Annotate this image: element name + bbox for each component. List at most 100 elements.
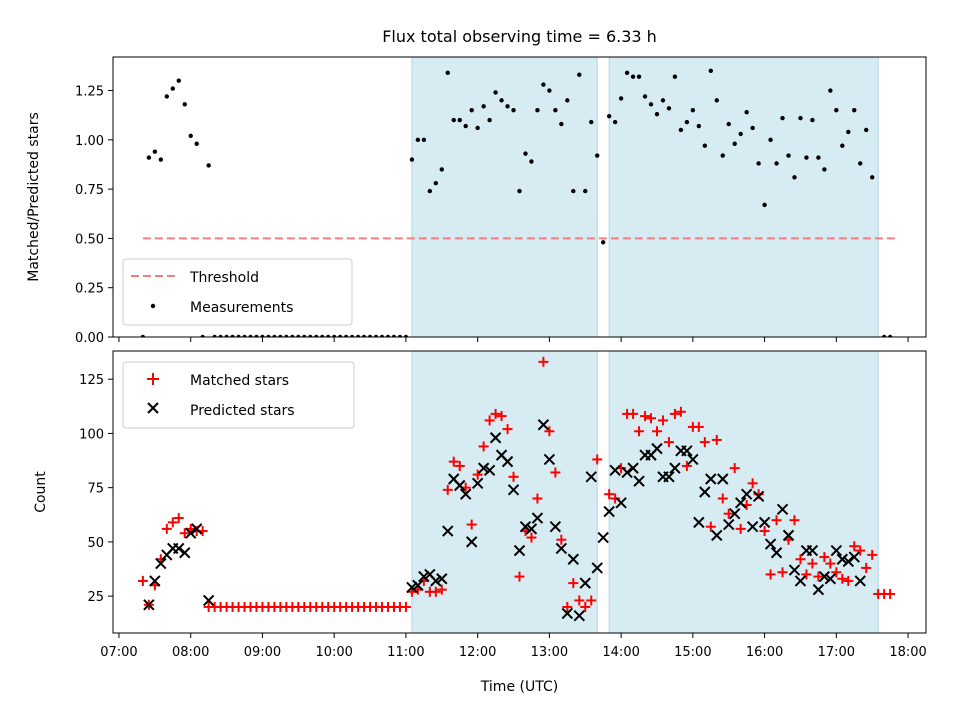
predicted-stars-point: [519, 521, 532, 533]
observing-window: [411, 351, 598, 633]
predicted-stars-point: [609, 464, 621, 477]
predicted-stars-point: [824, 573, 837, 585]
matched-stars-point: [669, 408, 680, 419]
count-legend-box: [122, 361, 355, 429]
matched-stars-point: [478, 441, 489, 452]
ratio-y-tick-label: 0.25: [75, 282, 104, 297]
matched-stars-point: [819, 552, 830, 563]
predicted-stars-point: [621, 466, 633, 479]
matched-stars-point: [813, 571, 824, 582]
predicted-stars-point: [543, 453, 556, 466]
measurement-point: [331, 334, 337, 337]
measurement-point: [822, 167, 827, 172]
measurement-point: [541, 82, 546, 87]
measurement-point: [612, 119, 618, 125]
predicted-stars-point: [418, 570, 430, 583]
predicted-stars-point: [776, 503, 789, 516]
measurement-point: [774, 161, 779, 166]
matched-stars-point: [705, 521, 716, 532]
predicted-stars-point: [591, 562, 603, 574]
matched-stars-point: [508, 471, 519, 482]
predicted-stars-point: [699, 486, 711, 498]
count-legend: Matched stars Predicted stars: [122, 361, 355, 429]
measurement-point: [290, 334, 295, 337]
measurement-point: [804, 155, 809, 160]
measurement-point: [887, 334, 893, 337]
measurement-point: [326, 334, 331, 337]
measurement-point: [744, 110, 749, 115]
predicted-stars-point: [185, 527, 197, 539]
measurement-point: [750, 125, 755, 131]
measurement-point: [254, 334, 259, 337]
measurement-point: [535, 108, 540, 113]
matched-stars-point: [657, 415, 668, 426]
matched-stars-point: [538, 356, 549, 367]
matched-stars-point: [400, 601, 411, 612]
measurement-point: [846, 129, 851, 135]
measurement-point: [810, 117, 815, 123]
predicted-stars-point: [459, 488, 472, 500]
measurement-point: [571, 188, 576, 194]
measurement-point: [756, 161, 761, 166]
measurement-point: [266, 334, 271, 337]
measurement-point: [409, 157, 415, 162]
matched-stars-point: [843, 575, 854, 586]
measurement-point: [834, 108, 839, 113]
x-tick-label: 16:00: [746, 645, 783, 660]
measurement-point: [200, 334, 205, 337]
matched-stars-point: [634, 426, 645, 437]
matched-stars-point: [723, 508, 734, 519]
matched-stars-point: [490, 408, 501, 419]
measurement-point: [152, 149, 158, 154]
predicted-stars-point: [483, 464, 496, 477]
measurement-point: [469, 108, 474, 113]
x-tick-label: 11:00: [387, 645, 424, 660]
count-y-axis-label: Count: [33, 471, 49, 513]
predicted-stars-point: [549, 521, 562, 533]
measurement-point: [589, 119, 594, 125]
legend-predicted-label: Predicted stars: [190, 403, 295, 419]
predicted-stars-point: [770, 547, 783, 559]
predicted-stars-point: [579, 577, 591, 589]
matched-stars-point: [681, 460, 692, 471]
measurement-point: [720, 153, 725, 158]
measurement-point: [236, 334, 241, 337]
predicted-stars-point: [687, 453, 699, 466]
matched-stars-point: [514, 571, 525, 582]
predicted-stars-point: [412, 579, 424, 591]
matched-stars-point: [675, 406, 686, 417]
predicted-stars-point: [788, 564, 801, 576]
legend-measurements-swatch: [150, 303, 156, 309]
measurement-point: [654, 111, 660, 117]
predicted-stars-point: [782, 529, 795, 542]
chart-title: Flux total observing time = 6.33 h: [382, 27, 657, 46]
matched-stars-point: [448, 456, 459, 467]
predicted-stars-point: [143, 599, 155, 611]
measurement-point: [684, 119, 690, 125]
count-y-tick-label: 100: [79, 427, 104, 442]
predicted-stars-point: [190, 523, 203, 535]
measurement-point: [224, 334, 229, 337]
measurement-point: [858, 161, 863, 166]
matched-stars-point: [777, 567, 788, 578]
predicted-stars-point: [471, 477, 484, 490]
measurement-point: [146, 155, 152, 160]
measurement-point: [170, 86, 175, 91]
predicted-stars-point: [633, 475, 645, 487]
measurement-point: [439, 167, 444, 172]
matched-stars-point: [179, 528, 190, 539]
legend-measurements-label: Measurements: [190, 300, 293, 316]
predicted-stars-point: [525, 523, 538, 535]
ratio-y-tick-label: 0.50: [75, 232, 104, 247]
matched-stars-point: [604, 489, 615, 500]
observing-window: [411, 57, 598, 337]
x-tick-label: 07:00: [100, 645, 137, 660]
predicted-stars-point: [693, 516, 705, 529]
x-axis-label: Time (UTC): [480, 679, 558, 695]
matched-stars-point: [765, 569, 776, 580]
matched-stars-point: [532, 493, 543, 504]
measurement-point: [308, 334, 313, 337]
matched-stars-point: [568, 578, 579, 589]
matched-stars-point: [502, 424, 513, 435]
matched-stars-point: [167, 517, 178, 528]
